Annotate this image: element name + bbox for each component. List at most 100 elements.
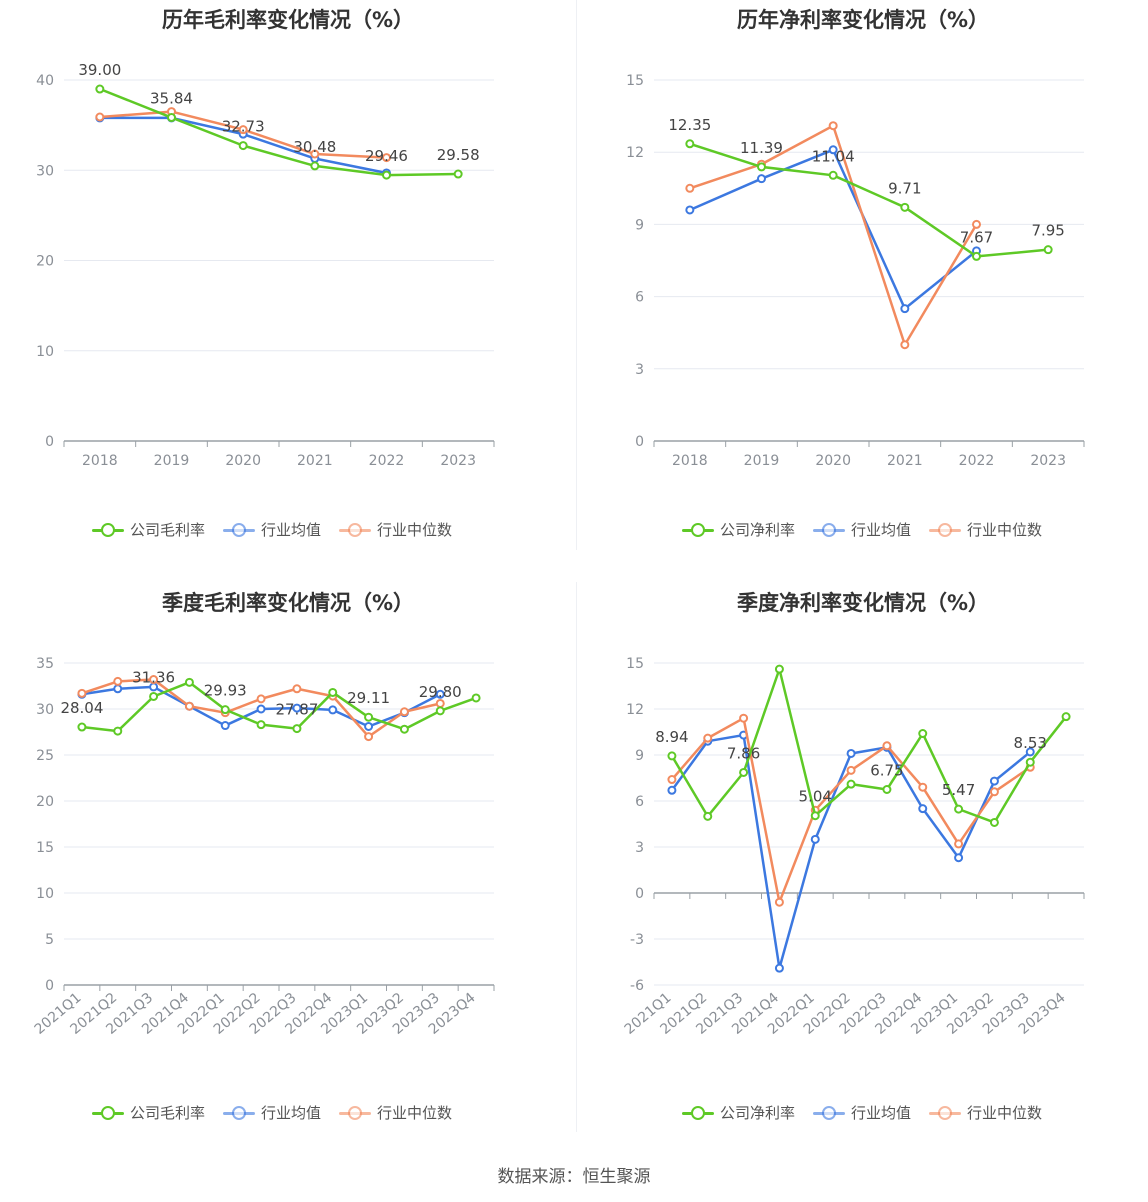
legend-label: 公司毛利率 <box>130 1104 206 1122</box>
legend-item[interactable]: 行业均值 <box>813 519 911 540</box>
x-tick-label: 2021 <box>297 453 333 469</box>
chart-title: 季度毛利率变化情况（%） <box>161 591 415 615</box>
data-label: 30.48 <box>293 138 336 156</box>
legend-swatch-icon <box>682 1105 714 1120</box>
data-point <box>310 161 320 171</box>
data-point <box>435 706 445 716</box>
data-point <box>435 689 445 699</box>
data-label: 29.93 <box>204 682 247 700</box>
data-point <box>667 751 677 761</box>
x-tick-label: 2020 <box>225 453 261 469</box>
legend-item[interactable]: 行业中位数 <box>929 519 1042 540</box>
y-tick-label: 9 <box>635 217 644 233</box>
data-point <box>918 782 928 792</box>
data-point <box>667 785 677 795</box>
legend-label: 行业均值 <box>261 1104 322 1122</box>
data-point <box>828 145 838 155</box>
data-label: 7.95 <box>1031 222 1064 240</box>
data-point <box>77 722 87 732</box>
data-point <box>900 202 910 212</box>
data-point <box>954 839 964 849</box>
data-point <box>989 787 999 797</box>
data-point <box>256 694 266 704</box>
data-point <box>471 693 481 703</box>
data-label: 6.75 <box>870 762 903 780</box>
data-point <box>220 705 230 715</box>
data-point <box>95 84 105 94</box>
data-point <box>703 811 713 821</box>
data-label: 8.94 <box>655 728 688 746</box>
data-point <box>846 779 856 789</box>
y-tick-label: 0 <box>45 434 54 450</box>
legend-swatch-icon <box>682 522 714 537</box>
chart-title: 历年毛利率变化情况（%） <box>161 8 415 32</box>
data-point <box>954 853 964 863</box>
data-point <box>774 664 784 674</box>
y-tick-label: 20 <box>36 254 54 270</box>
data-point <box>989 776 999 786</box>
data-point <box>846 765 856 775</box>
data-label: 9.71 <box>888 179 921 197</box>
panel-divider-top <box>576 0 577 550</box>
legend-item[interactable]: 行业中位数 <box>339 519 452 540</box>
chart-legend: 公司毛利率 行业均值 行业中位数 <box>92 519 452 540</box>
y-tick-label: 40 <box>36 73 54 89</box>
data-point <box>900 304 910 314</box>
data-label: 29.80 <box>419 683 462 701</box>
data-point <box>667 775 677 785</box>
x-tick-label: 2023 <box>440 453 476 469</box>
legend-item[interactable]: 公司净利率 <box>682 519 795 540</box>
data-point <box>1025 757 1035 767</box>
panel-divider-bottom <box>576 582 577 1132</box>
series-line <box>670 667 1068 824</box>
data-label: 29.11 <box>347 689 390 707</box>
legend-label: 行业均值 <box>261 521 322 539</box>
annual-gross-margin-panel: 历年毛利率变化情况（%） 0 10 20 30 40 2018 2019 2020 2021 20… <box>0 0 576 560</box>
y-tick-label: 35 <box>36 656 54 672</box>
legend-swatch-icon <box>813 522 846 537</box>
data-point <box>256 720 266 730</box>
data-point <box>292 703 302 713</box>
legend-item[interactable]: 行业中位数 <box>929 1102 1042 1123</box>
data-point <box>220 721 230 731</box>
legend-swatch-icon <box>813 1105 846 1120</box>
series-line <box>99 87 459 177</box>
legend-label: 行业中位数 <box>377 1104 453 1122</box>
chart-legend: 公司净利率 行业均值 行业中位数 <box>682 1102 1042 1123</box>
y-tick-label: 9 <box>635 748 644 764</box>
y-tick-label: 3 <box>635 362 644 378</box>
chart-legend: 公司毛利率 行业均值 行业中位数 <box>92 1102 452 1123</box>
data-point <box>364 712 374 722</box>
data-point <box>364 732 374 742</box>
data-point <box>972 251 981 261</box>
data-point <box>95 112 105 122</box>
data-point <box>846 748 856 758</box>
data-source-note: 数据来源：恒生聚源 <box>497 1167 651 1187</box>
legend-item[interactable]: 行业均值 <box>813 1102 911 1123</box>
legend-item[interactable]: 行业均值 <box>223 519 321 540</box>
data-point <box>703 733 713 743</box>
data-point <box>113 684 123 694</box>
data-point <box>989 817 999 827</box>
data-label: 8.53 <box>1014 734 1047 752</box>
legend-item[interactable]: 公司毛利率 <box>92 519 205 540</box>
y-tick-label: 30 <box>36 163 54 179</box>
legend-item[interactable]: 公司毛利率 <box>92 1102 205 1123</box>
data-point <box>399 707 409 717</box>
data-point <box>882 785 892 794</box>
legend-item[interactable]: 公司净利率 <box>682 1102 795 1123</box>
y-tick-label: 0 <box>635 434 644 450</box>
data-point <box>774 897 784 907</box>
data-label: 5.04 <box>799 788 832 806</box>
data-point <box>918 729 928 739</box>
data-point <box>828 121 838 131</box>
data-label: 31.36 <box>132 668 175 686</box>
data-point <box>238 141 248 151</box>
data-point <box>113 726 123 736</box>
legend-swatch-icon <box>92 1105 124 1120</box>
data-point <box>328 687 338 697</box>
data-point <box>739 767 749 777</box>
legend-item[interactable]: 行业均值 <box>223 1102 321 1123</box>
data-point <box>828 170 838 180</box>
legend-item[interactable]: 行业中位数 <box>339 1102 452 1123</box>
